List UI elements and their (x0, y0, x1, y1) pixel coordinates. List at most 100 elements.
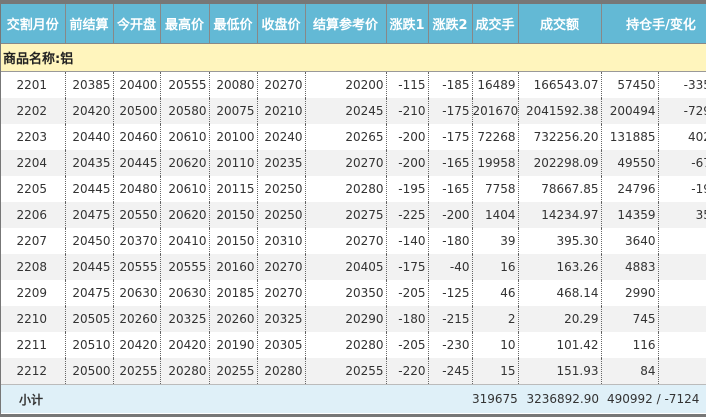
table-cell: -125 (428, 280, 473, 306)
table-cell: 0 (658, 306, 706, 332)
table-row[interactable]: 2208 20445 20555 20555 20160 20270 20405 -175 -4… (1, 254, 706, 280)
table-row[interactable]: 2211 20510 20420 20420 20190 20305 20280 -205 -2… (1, 332, 706, 358)
table-cell: 49550 (601, 150, 659, 176)
table-cell: 20480 (113, 176, 161, 202)
table-cell: 20420 (113, 332, 161, 358)
table-cell: 57450 (601, 71, 659, 98)
table-row[interactable]: 2209 20475 20630 20630 20185 20270 20350 -205 -1… (1, 280, 706, 306)
column-header[interactable]: 持仓手/变化 (601, 4, 706, 44)
table-cell: 20210 (257, 98, 306, 124)
table-cell: -3 (658, 358, 706, 385)
column-header[interactable]: 收盘价 (257, 4, 306, 44)
table-cell: 20620 (160, 202, 210, 228)
table-row[interactable]: 2207 20450 20370 20410 20150 20310 20270 -140 -1… (1, 228, 706, 254)
table-cell: 46 (472, 280, 519, 306)
table-cell: 20450 (65, 228, 114, 254)
futures-quote-table: 交割月份 前结算 今开盘 最高价 最低价 收盘价 结算参考价 涨跌1 涨跌2 成交手 成交额 持仓手/… (1, 4, 706, 413)
table-cell: 20255 (305, 358, 387, 385)
table-cell: 2204 (1, 150, 66, 176)
column-header[interactable]: 成交手 (472, 4, 519, 44)
column-header[interactable]: 成交额 (518, 4, 602, 44)
table-cell: 72268 (472, 124, 519, 150)
table-cell: 166543.07 (518, 71, 602, 98)
table-cell: 0 (658, 332, 706, 358)
table-cell: -165 (428, 150, 473, 176)
column-header[interactable]: 今开盘 (113, 4, 161, 44)
column-header[interactable]: 最高价 (160, 4, 210, 44)
table-cell: 20445 (113, 150, 161, 176)
table-cell: 2206 (1, 202, 66, 228)
subtotal-turnover: 3236892.90 (518, 384, 601, 413)
table-row[interactable]: 2206 20475 20550 20620 20150 20250 20275 -225 -2… (1, 202, 706, 228)
table-cell: 116 (601, 332, 659, 358)
table-cell: 2203 (1, 124, 66, 150)
table-cell: 20255 (209, 358, 258, 385)
table-cell: 101.42 (518, 332, 602, 358)
column-header[interactable]: 最低价 (209, 4, 258, 44)
table-row[interactable]: 2203 20440 20460 20610 20100 20240 20265 -200 -1… (1, 124, 706, 150)
column-header[interactable]: 涨跌2 (428, 4, 473, 44)
table-cell: 39 (472, 228, 519, 254)
table-cell: 20115 (209, 176, 258, 202)
table-cell: 357 (658, 202, 706, 228)
table-row[interactable]: 2204 20435 20445 20620 20110 20235 20270 -200 -1… (1, 150, 706, 176)
table-cell: 20080 (209, 71, 258, 98)
table-row[interactable]: 2212 20500 20255 20280 20255 20280 20255 -220 -2… (1, 358, 706, 385)
table-cell: 4883 (601, 254, 659, 280)
table-cell: -165 (428, 176, 473, 202)
table-row[interactable]: 2210 20505 20260 20325 20260 20325 20290 -180 -2… (1, 306, 706, 332)
table-cell: -175 (428, 124, 473, 150)
table-cell: 19958 (472, 150, 519, 176)
table-cell: 4 (658, 280, 706, 306)
column-header[interactable]: 涨跌1 (386, 4, 429, 44)
table-cell: 20405 (305, 254, 387, 280)
table-cell: -194 (658, 176, 706, 202)
table-cell: 20100 (209, 124, 258, 150)
category-label: 商品名称:铝 (1, 43, 706, 72)
table-cell: 20150 (209, 228, 258, 254)
table-cell: -210 (386, 98, 429, 124)
table-cell: 20305 (257, 332, 306, 358)
table-cell: 20280 (257, 358, 306, 385)
table-cell: 20505 (65, 306, 114, 332)
table-cell: -205 (386, 332, 429, 358)
table-cell: 84 (601, 358, 659, 385)
table-row[interactable]: 2202 20420 20500 20580 20075 20210 20245 -210 -1… (1, 98, 706, 124)
table-cell: 732256.20 (518, 124, 602, 150)
table-row[interactable]: 2201 20385 20400 20555 20080 20270 20200 -115 -1… (1, 71, 706, 98)
table-cell: 20610 (160, 124, 210, 150)
subtotal-open-interest: 490992 / -7124 (601, 384, 706, 413)
table-cell: 2041592.38 (518, 98, 602, 124)
table-cell: 20445 (65, 176, 114, 202)
table-cell: 14234.97 (518, 202, 602, 228)
table-cell: 20260 (209, 306, 258, 332)
table-cell: -140 (386, 228, 429, 254)
column-header[interactable]: 前结算 (65, 4, 114, 44)
table-cell: 20555 (113, 254, 161, 280)
column-header[interactable]: 结算参考价 (305, 4, 387, 44)
table-cell: 2207 (1, 228, 66, 254)
table-cell: 2211 (1, 332, 66, 358)
table-cell: -675 (658, 150, 706, 176)
table-cell: -200 (386, 124, 429, 150)
table-cell: -115 (386, 71, 429, 98)
subtotal-row: 小计 319675 3236892.90 490992 / -7124 (1, 384, 706, 413)
column-header[interactable]: 交割月份 (1, 4, 66, 44)
table-cell: 20420 (65, 98, 114, 124)
table-row[interactable]: 2205 20445 20480 20610 20115 20250 20280 -195 -1… (1, 176, 706, 202)
subtotal-volume: 319675 (472, 384, 518, 413)
table-cell: 202298.09 (518, 150, 602, 176)
table-cell: 20500 (113, 98, 161, 124)
table-cell: 201670 (472, 98, 519, 124)
table-cell: 2208 (1, 254, 66, 280)
table-cell: -225 (386, 202, 429, 228)
table-cell: 2209 (1, 280, 66, 306)
table-cell: -245 (428, 358, 473, 385)
table-cell: 20310 (257, 228, 306, 254)
table-cell: 20410 (160, 228, 210, 254)
table-cell: -185 (428, 71, 473, 98)
table-cell: 14359 (601, 202, 659, 228)
table-cell: 20245 (305, 98, 387, 124)
table-cell: 20325 (257, 306, 306, 332)
table-cell: -40 (428, 254, 473, 280)
